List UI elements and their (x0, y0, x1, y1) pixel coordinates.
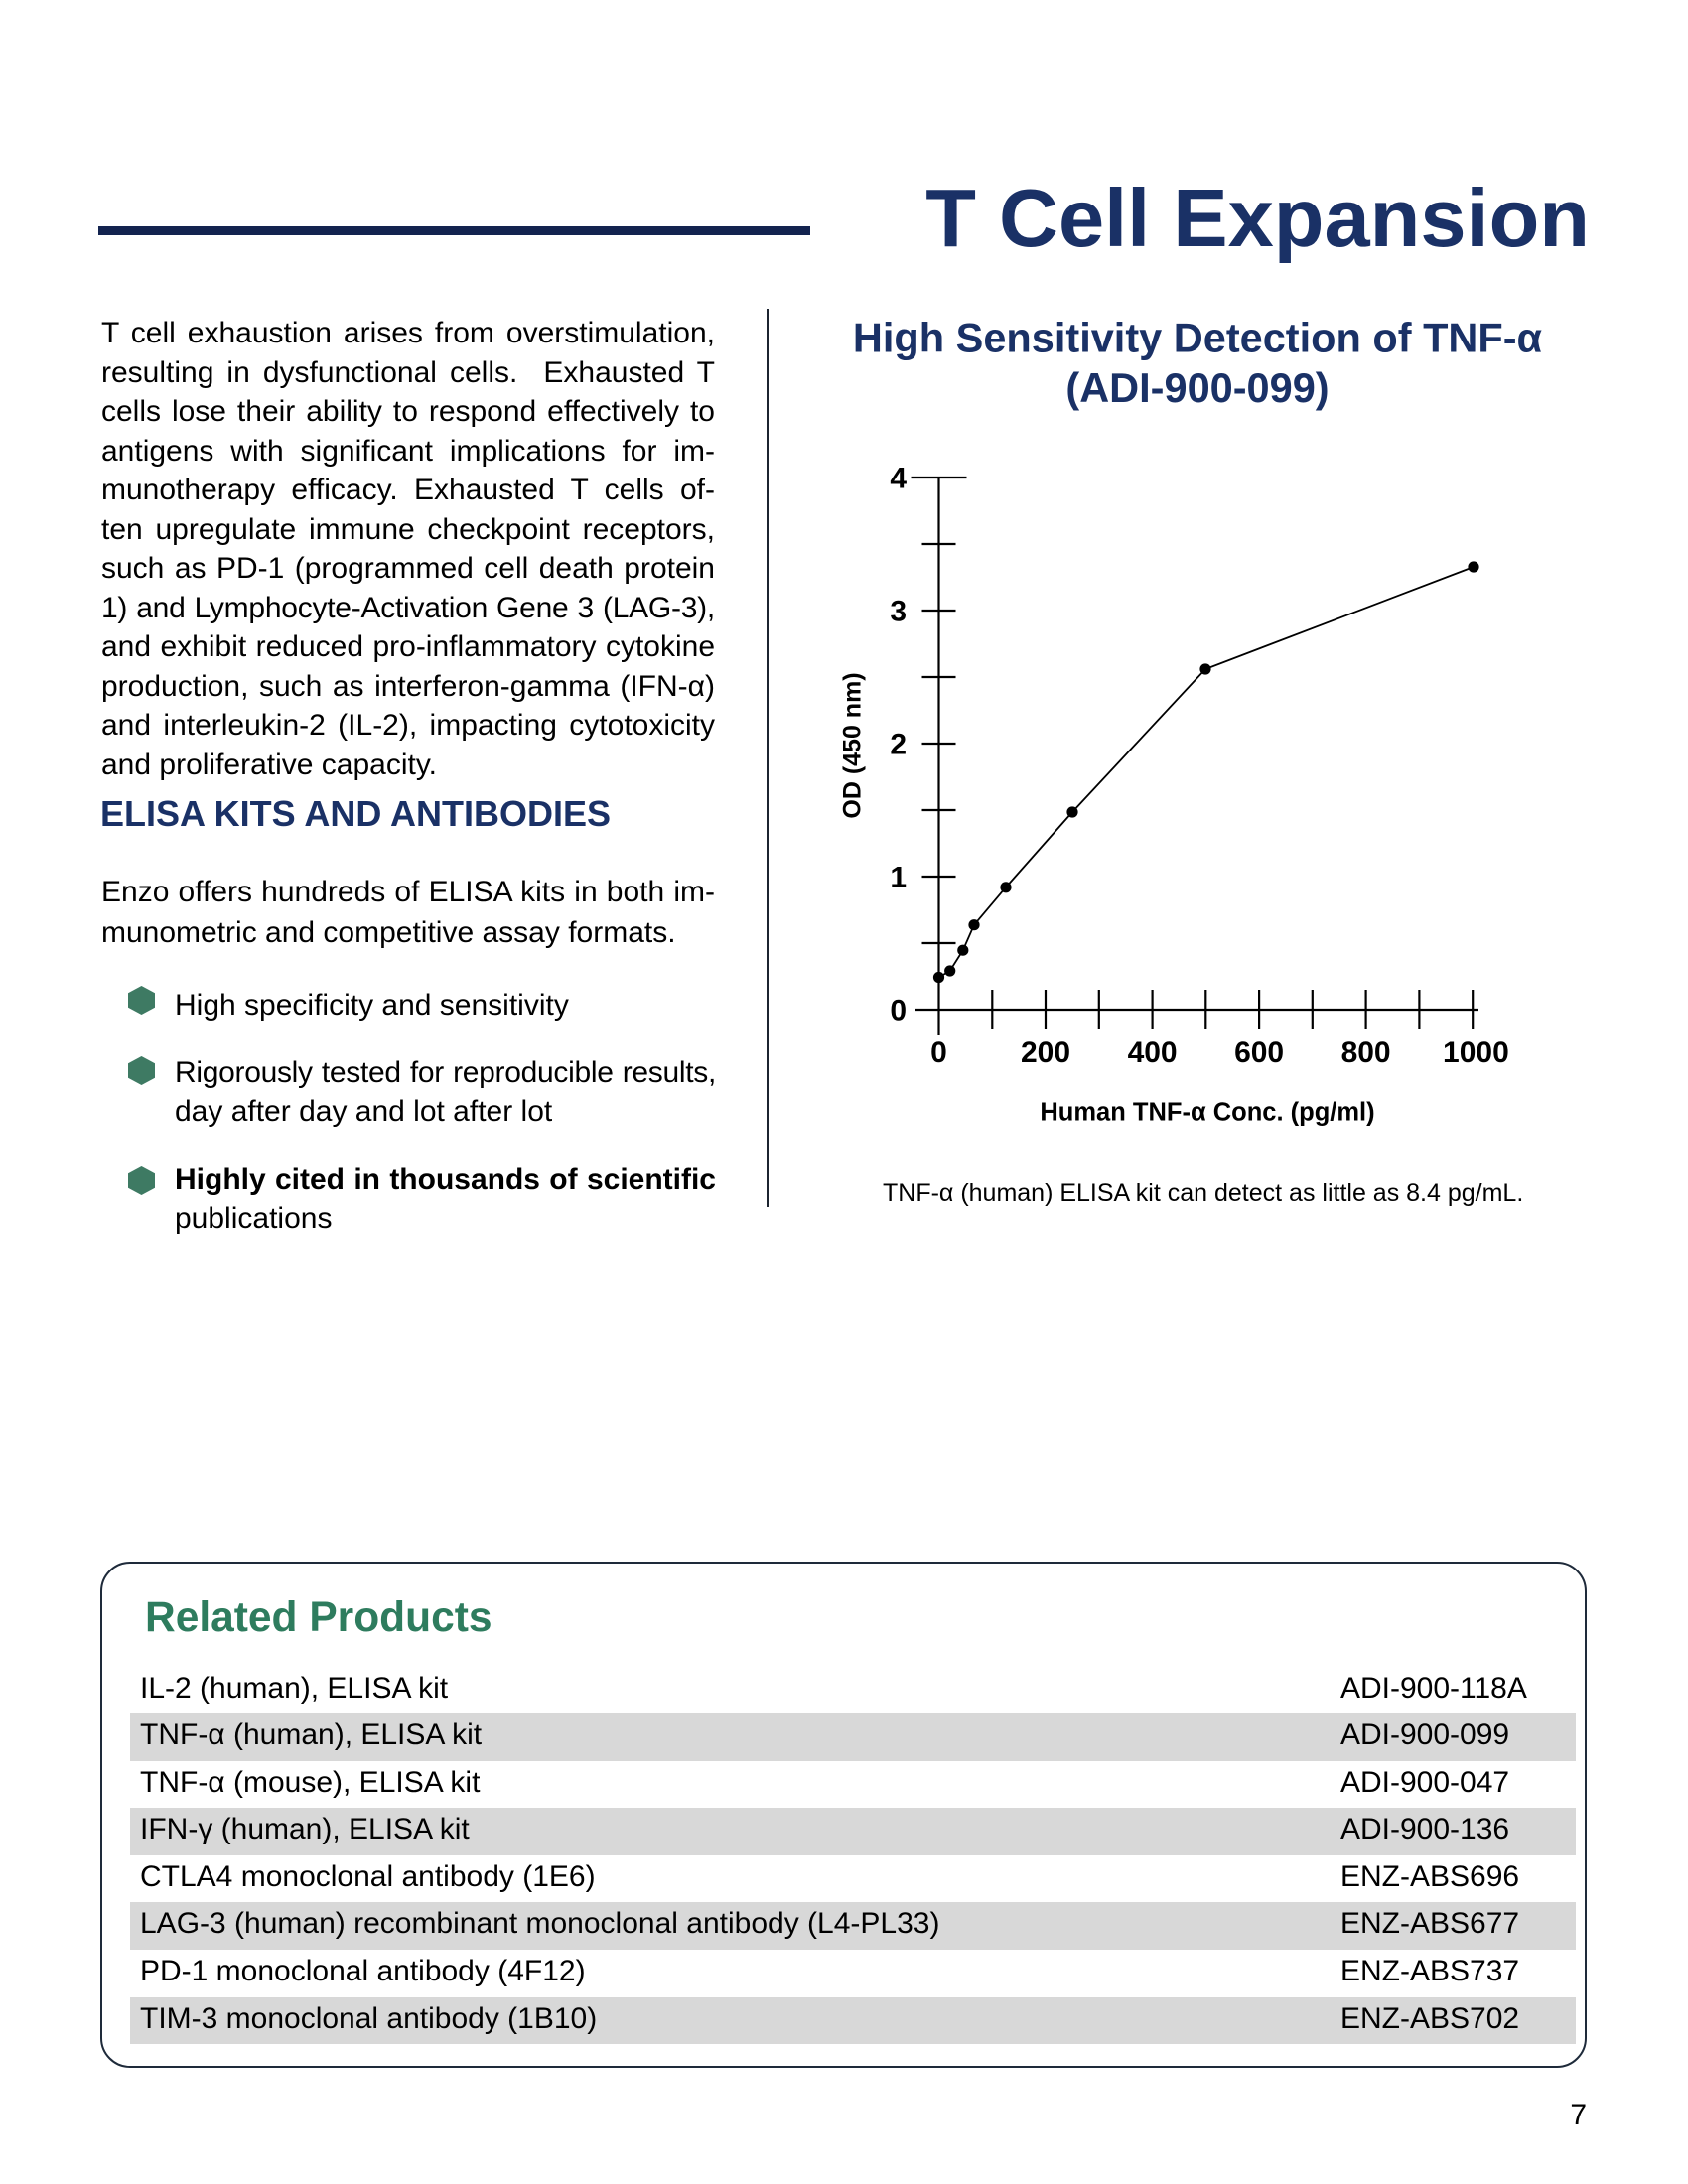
svg-text:2: 2 (890, 728, 907, 760)
svg-text:4: 4 (890, 462, 907, 494)
svg-text:800: 800 (1341, 1036, 1391, 1069)
svg-text:High Sensitivity Detection of: High Sensitivity Detection of TNF-α (853, 315, 1543, 361)
svg-text:0: 0 (890, 994, 907, 1026)
svg-text:600: 600 (1234, 1036, 1284, 1069)
svg-text:Human TNF-α Conc. (pg/ml): Human TNF-α Conc. (pg/ml) (1040, 1099, 1374, 1127)
svg-text:1000: 1000 (1443, 1036, 1509, 1069)
svg-text:OD (450 nm): OD (450 nm) (839, 672, 867, 818)
svg-text:3: 3 (890, 595, 907, 627)
svg-text:(ADI-900-099): (ADI-900-099) (1065, 364, 1329, 411)
svg-text:400: 400 (1128, 1036, 1178, 1069)
svg-text:1: 1 (890, 861, 907, 893)
svg-text:0: 0 (930, 1036, 947, 1069)
svg-text:200: 200 (1021, 1036, 1070, 1069)
